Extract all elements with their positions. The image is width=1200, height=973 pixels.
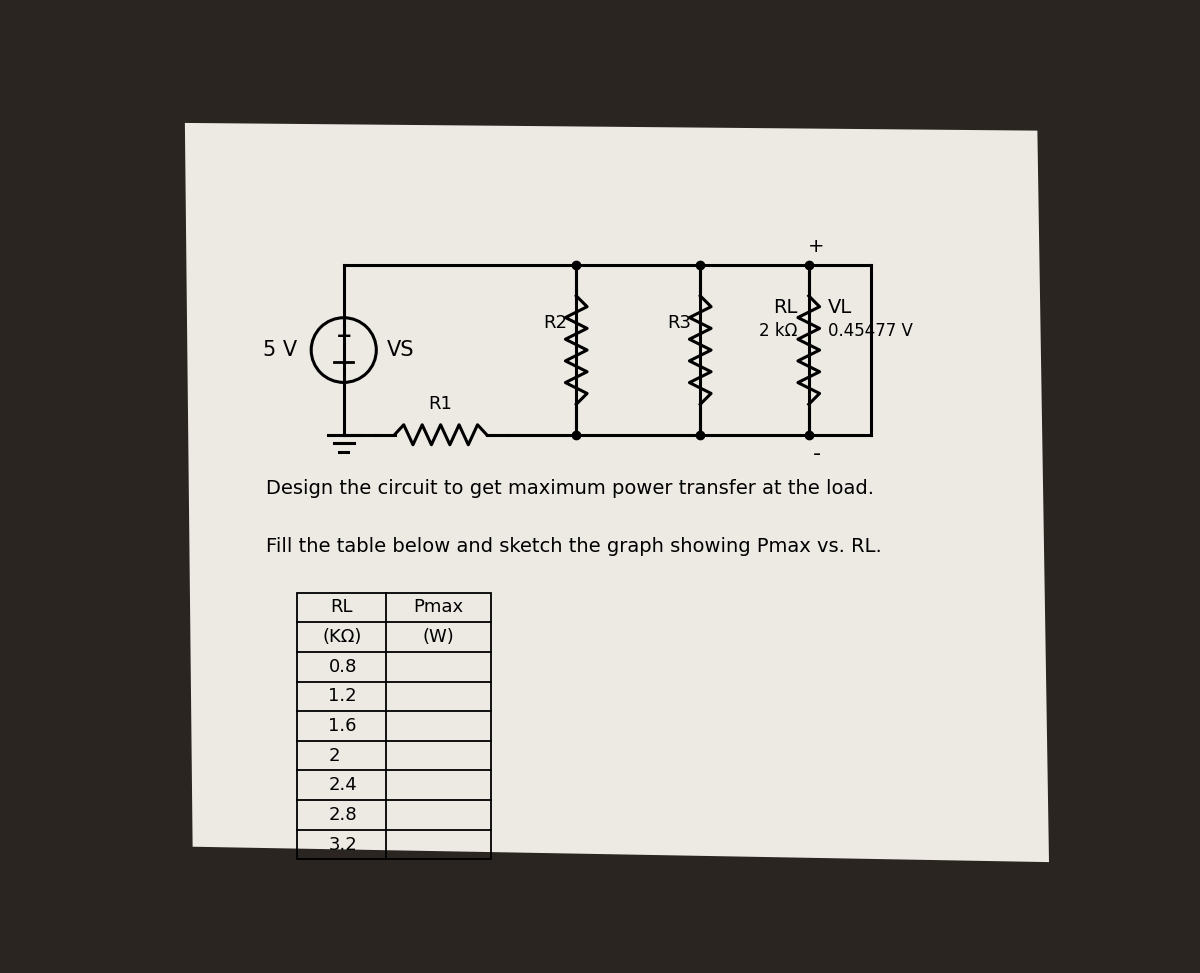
Text: -: - [812, 444, 821, 464]
Bar [298, 593, 491, 859]
Text: 0.8: 0.8 [329, 658, 356, 675]
Text: Fill the table below and sketch the graph showing Pmax vs. RL.: Fill the table below and sketch the grap… [266, 537, 882, 556]
Text: +: + [809, 236, 824, 256]
Text: (W): (W) [422, 629, 455, 646]
Text: R1: R1 [428, 395, 452, 414]
Text: R3: R3 [667, 314, 691, 332]
Text: 2 kΩ: 2 kΩ [758, 322, 797, 340]
Text: Design the circuit to get maximum power transfer at the load.: Design the circuit to get maximum power … [266, 479, 875, 498]
Text: RL: RL [330, 598, 353, 617]
Text: 1.6: 1.6 [329, 717, 356, 735]
Text: 2.4: 2.4 [329, 776, 358, 794]
Polygon shape [185, 123, 1049, 862]
Text: R2: R2 [542, 314, 566, 332]
Text: (KΩ): (KΩ) [322, 629, 361, 646]
Text: 0.45477 V: 0.45477 V [828, 322, 913, 340]
Text: 5 V: 5 V [263, 341, 298, 360]
Text: 2.8: 2.8 [329, 806, 358, 824]
Text: Pmax: Pmax [414, 598, 463, 617]
Text: +: + [336, 327, 352, 345]
Text: 1.2: 1.2 [329, 687, 358, 705]
Text: 2: 2 [329, 746, 340, 765]
Text: 3.2: 3.2 [329, 836, 358, 853]
Text: RL: RL [773, 298, 797, 317]
Text: VS: VS [386, 341, 414, 360]
Text: VL: VL [828, 298, 852, 317]
